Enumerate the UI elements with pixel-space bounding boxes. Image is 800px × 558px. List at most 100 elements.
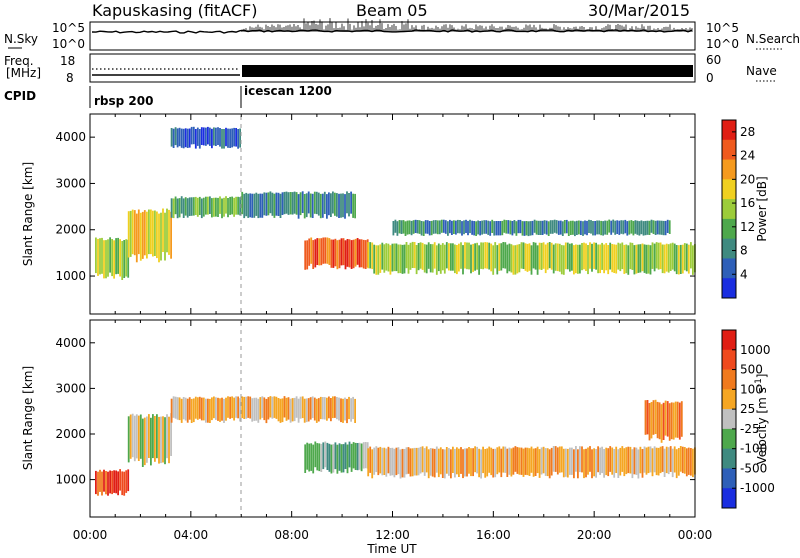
power-echo-cell: [338, 193, 340, 218]
vel-echo-cell: [554, 446, 557, 472]
vel-echo-cell: [470, 448, 472, 477]
vel-echo-cell: [435, 446, 438, 473]
power-echo-cell: [441, 243, 444, 271]
power-echo-cell: [127, 211, 130, 258]
vel-echo-cell: [512, 447, 515, 475]
power-echo-cell: [482, 242, 484, 270]
power-echo-cell: [316, 238, 319, 265]
power-echo-cell: [509, 220, 512, 235]
vel-echo-cell: [285, 397, 288, 421]
vel-echo-cell: [552, 446, 555, 472]
power-echo-cell: [170, 128, 173, 147]
power-echo-cell: [563, 220, 566, 234]
power-echo-cell: [449, 219, 451, 234]
power-echo-cell: [322, 237, 325, 264]
power-echo-cell: [591, 243, 593, 272]
power-echo-cell: [456, 245, 458, 275]
power-echo-cell: [111, 239, 113, 277]
vel-echo-cell: [196, 397, 199, 420]
power-echo-cell: [196, 127, 199, 146]
power-ytick-label: 4000: [55, 130, 86, 144]
vel-echo-cell: [654, 399, 657, 434]
vel-echo-cell: [546, 448, 549, 477]
power-echo-cell: [458, 243, 460, 272]
vel-echo-cell: [342, 398, 344, 423]
nsearch-tick-bottom: 10^0: [706, 37, 739, 51]
vel-echo-cell: [665, 446, 668, 474]
power-echo-cell: [638, 221, 641, 236]
power-echo-cell: [601, 242, 603, 270]
vel-echo-cell: [480, 449, 482, 479]
vel-echo-cell: [340, 398, 342, 423]
power-echo-cell: [326, 194, 328, 219]
power-echo-cell: [548, 242, 551, 269]
vel-echo-cell: [516, 447, 519, 474]
vel-ytick-label: 2000: [55, 427, 86, 441]
power-echo-cell: [440, 219, 443, 233]
colorbar-swatch: [722, 389, 736, 410]
vel-echo-cell: [623, 448, 626, 477]
vel-echo-cell: [482, 446, 484, 474]
vel-echo-cell: [213, 396, 215, 419]
power-echo-cell: [613, 244, 616, 273]
power-echo-cell: [679, 244, 682, 274]
power-echo-cell: [639, 244, 642, 273]
vel-echo-cell: [328, 396, 330, 419]
power-echo-cell: [137, 209, 140, 255]
vel-echo-cell: [117, 471, 119, 496]
power-echo-cell: [557, 220, 560, 235]
vel-echo-cell: [502, 446, 505, 473]
power-echo-cell: [609, 242, 612, 270]
power-echo-cell: [350, 191, 352, 214]
vel-echo-cell: [579, 446, 581, 473]
freq-panel: [89, 53, 696, 83]
power-echo-cell: [636, 220, 639, 235]
power-echo-cell: [538, 242, 541, 270]
power-echo-cell: [645, 244, 648, 274]
vel-echo-cell: [423, 448, 426, 476]
power-echo-cell: [501, 220, 504, 236]
power-echo-cell: [205, 127, 207, 146]
vel-echo-cell: [257, 398, 260, 423]
vel-echo-cell: [498, 446, 501, 473]
power-echo-cell: [523, 221, 526, 236]
freq-label-line1: Freq.: [4, 54, 34, 68]
vel-echo-cell: [441, 449, 444, 478]
vel-echo-cell: [383, 447, 386, 475]
power-echo-cell: [200, 198, 203, 219]
vel-echo-cell: [350, 443, 353, 472]
power-echo-cell: [178, 198, 181, 218]
vel-echo-cell: [407, 447, 410, 474]
power-echo-cell: [190, 197, 193, 216]
power-echo-cell: [377, 245, 380, 275]
vel-echo-cell: [174, 396, 177, 419]
power-echo-cell: [139, 212, 142, 261]
power-echo-cell: [231, 196, 233, 215]
power-echo-cell: [340, 238, 343, 266]
vel-echo-cell: [641, 449, 644, 478]
power-echo-cell: [558, 243, 561, 272]
vel-echo-cell: [146, 416, 148, 463]
vel-echo-cell: [354, 442, 357, 470]
colorbar-swatch: [722, 448, 736, 469]
power-echo-cell: [463, 220, 465, 235]
power-echo-cell: [659, 242, 662, 270]
vel-echo-cell: [158, 416, 160, 464]
colorbar-swatch: [722, 179, 736, 200]
power-echo-cell: [342, 238, 345, 266]
vel-echo-cell: [259, 397, 262, 420]
vel-echo-cell: [162, 416, 164, 463]
vel-echo-cell: [601, 446, 603, 474]
vel-echo-cell: [348, 396, 350, 420]
power-echo-cell: [255, 192, 258, 216]
power-echo-cell: [405, 242, 408, 269]
power-echo-cell: [473, 221, 475, 236]
vel-echo-cell: [314, 441, 317, 468]
power-echo-cell: [642, 221, 645, 236]
vel-echo-cell: [462, 449, 464, 479]
vel-echo-cell: [496, 447, 499, 475]
power-echo-cell: [410, 220, 413, 236]
power-echo-cell: [176, 198, 179, 219]
power-echo-cell: [313, 191, 316, 214]
power-echo-cell: [430, 220, 433, 236]
